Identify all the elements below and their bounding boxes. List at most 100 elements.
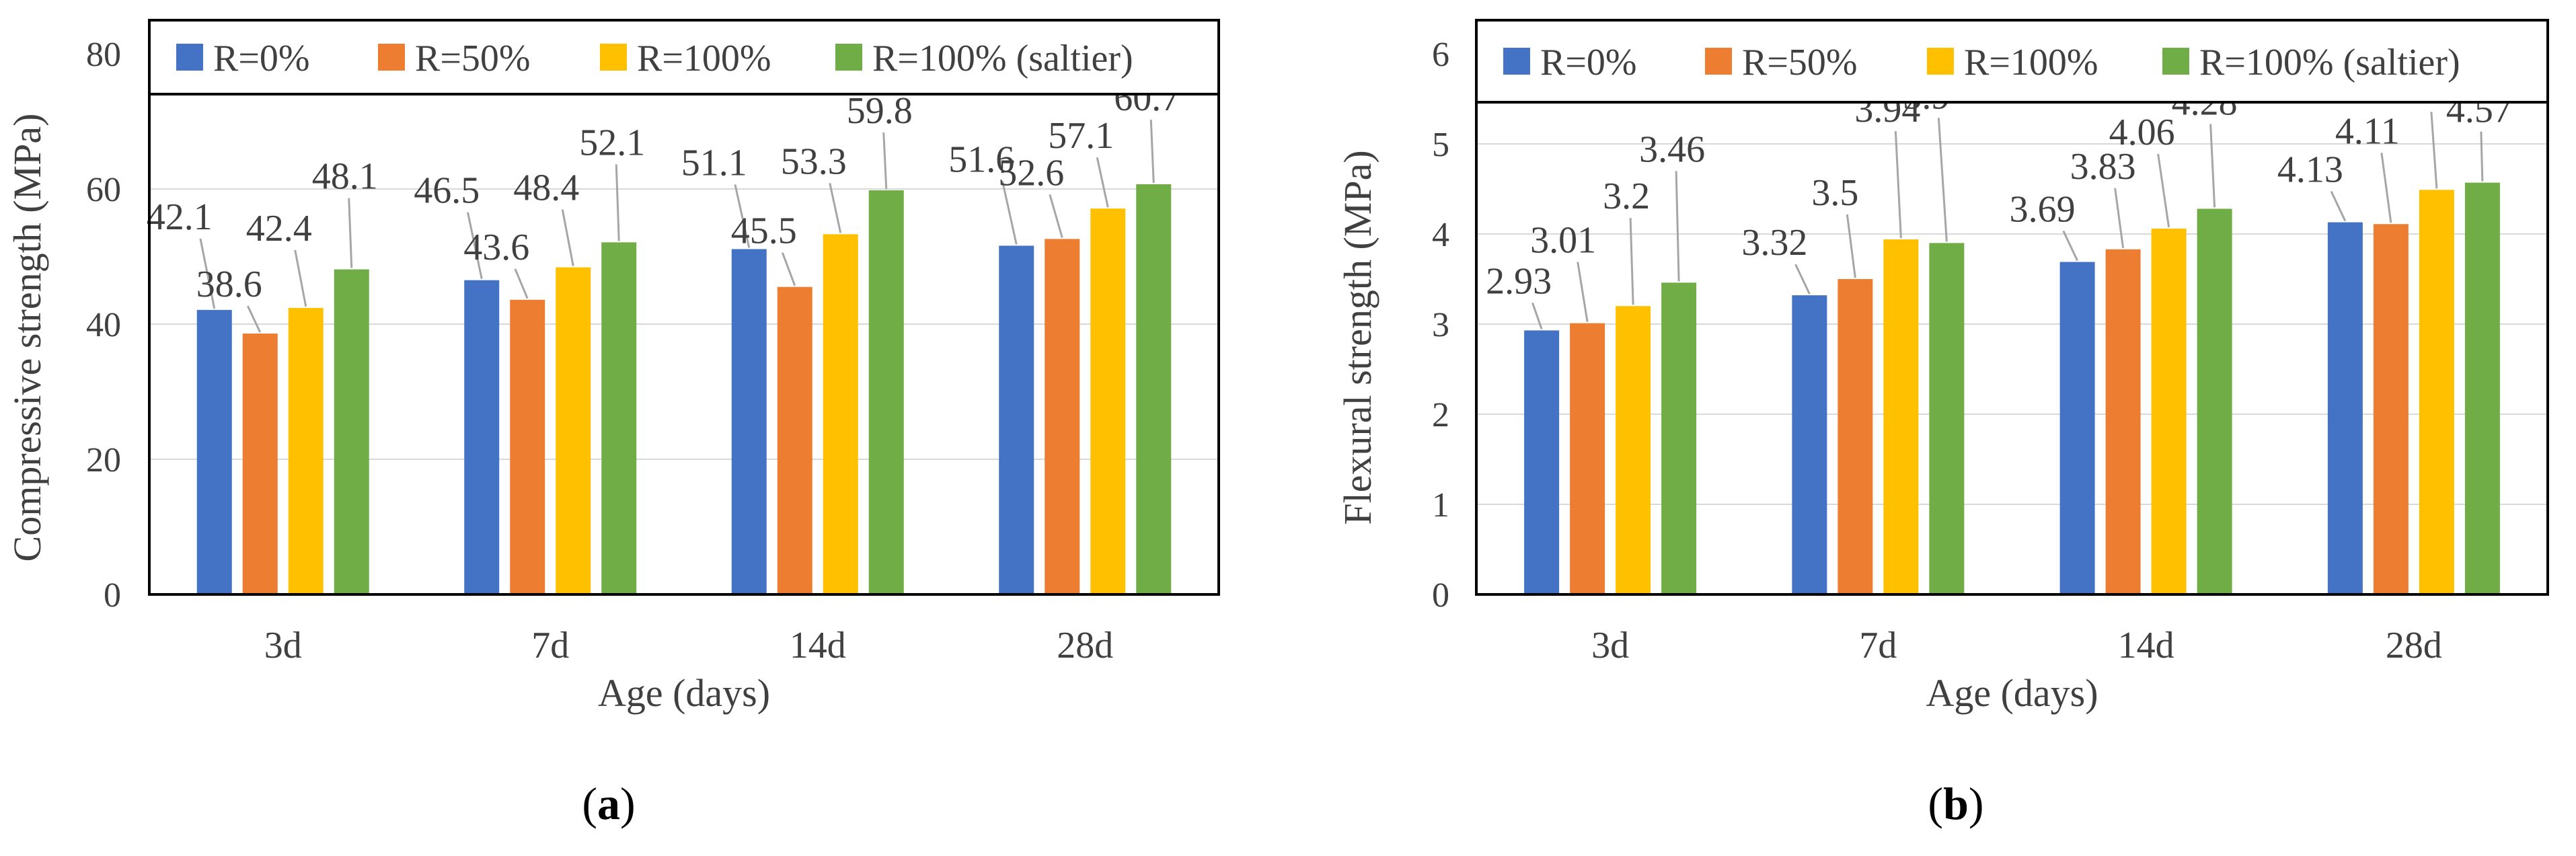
legend-swatch-r-50- [1705,48,1732,75]
bar-r-50--7d [1838,279,1873,594]
data-label-leader-line [1894,130,1902,239]
data-label: 48.1 [312,156,378,198]
x-tick-label: 7d [1859,625,1897,666]
panel-label-close-paren: ) [1969,778,1984,829]
data-label: 3.32 [1741,222,1807,264]
data-label: 57.1 [1048,115,1114,157]
legend-swatch-r-100-saltier- [835,44,862,71]
legend-swatch-r-100-saltier- [2162,48,2189,75]
data-label-leader-line [781,252,796,286]
data-label: 51.6 [948,139,1014,180]
bar-r-100-saltier--28d [1136,184,1172,595]
data-label: 53.3 [781,141,847,182]
data-label: 52.6 [998,152,1064,194]
bar-r-50--28d [2373,224,2409,594]
bar-r-0--28d [999,245,1034,594]
data-label-leader-line [2209,124,2216,208]
data-label-leader-line [2380,153,2392,223]
bar-r-100--7d [556,267,591,594]
data-label: 3.46 [1639,128,1705,170]
data-label: 3.2 [1603,176,1650,217]
data-label: 45.5 [731,210,797,252]
panel-label-close-paren: ) [620,778,636,829]
x-tick-label: 28d [2386,625,2442,666]
legend-label: R=100% [1964,42,2098,83]
data-label-leader-line [514,268,529,299]
bar-r-0--28d [2327,222,2363,595]
bar-r-50--28d [1045,239,1080,594]
y-tick-label: 20 [86,441,121,479]
data-label-leader-line [1149,119,1155,184]
legend-swatch-r-100- [1927,48,1954,75]
data-label-leader-line [734,184,751,248]
data-label: 52.1 [579,122,645,163]
data-label-leader-line [1049,194,1063,238]
bar-r-100--7d [1883,239,1919,594]
data-label-leader-line [1629,218,1634,305]
panel-label: (b) [1928,778,1983,829]
y-tick-label: 5 [1432,126,1449,164]
legend-label: R=0% [213,38,310,79]
data-label-leader-line [294,249,307,307]
panel-label-open-paren: ( [582,778,597,829]
data-label-leader-line [2114,188,2125,248]
bar-r-100--3d [1616,306,1651,594]
data-label: 3.69 [2010,189,2076,231]
data-label-leader-line [829,183,842,233]
legend-label: R=100% (saltier) [2199,42,2460,83]
bar-r-100--28d [1090,208,1126,594]
data-label-leader-line [199,238,216,309]
data-label: 46.5 [414,170,480,212]
x-tick-label: 7d [531,625,569,666]
panel-a-compressive-strength-chart: 0 20 40 60 80 42.1 46.5 51.1 51.6 38.6 43.6 45.5 52.… [5,19,1220,829]
data-label-leader-line [1937,118,1948,242]
bar-r-100-saltier--7d [601,242,637,594]
data-label: 38.6 [196,264,262,305]
legend-label: R=100% (saltier) [872,38,1133,79]
bar-r-100--28d [2419,190,2454,595]
data-label-leader-line [2480,131,2484,182]
y-tick-label: 80 [86,36,121,74]
y-tick-label: 4 [1432,216,1449,254]
data-label: 4.11 [2335,110,2400,152]
data-label: 42.1 [147,196,213,238]
legend-swatch-r-0- [176,44,203,71]
bar-r-50--14d [777,286,812,594]
legend-box [148,19,1220,95]
panel-b-flexural-strength-chart: 0 1 2 3 4 5 6 2.93 3.32 3.69 4.13 3.01 3.5 3.83 4.11 3.… [1336,19,2549,829]
panel-label-letter: b [1943,778,1969,829]
data-label-leader-line [1001,181,1018,245]
bar-r-100--3d [288,307,324,594]
data-label-leader-line [1577,262,1589,322]
y-tick-label: 0 [104,576,121,615]
data-label-leader-line [2330,190,2347,222]
bar-r-0--3d [196,309,232,594]
data-label-leader-line [561,209,574,266]
data-label-leader-line [2062,230,2078,262]
y-axis-title: Flexural strength (MPa) [1336,150,1379,524]
y-tick-label: 3 [1432,306,1449,344]
data-label-leader-line [466,212,483,279]
data-label-leader-line [1846,214,1856,278]
x-tick-label: 3d [1591,625,1629,666]
bar-r-0--14d [2059,262,2095,594]
x-axis-title: Age (days) [598,671,770,715]
bar-r-0--14d [731,249,767,594]
x-tick-label: 14d [2118,625,2174,666]
data-label: 42.4 [246,208,312,249]
y-axis-title: Compressive strength (MPa) [5,114,49,562]
bar-r-0--3d [1524,330,1560,594]
bar-r-100-saltier--14d [2197,208,2232,595]
x-tick-label: 28d [1057,625,1113,666]
y-tick-label: 6 [1432,36,1449,74]
bar-r-0--7d [1792,295,1827,594]
data-label-leader-line [2157,153,2170,228]
bar-r-50--3d [1570,323,1605,594]
bar-r-100-saltier--3d [334,269,369,594]
data-label-leader-line [1096,157,1109,208]
y-tick-label: 40 [86,306,121,344]
bar-r-50--3d [242,334,278,594]
data-label-leader-line [1675,171,1680,282]
data-label-leader-line [1794,264,1811,295]
